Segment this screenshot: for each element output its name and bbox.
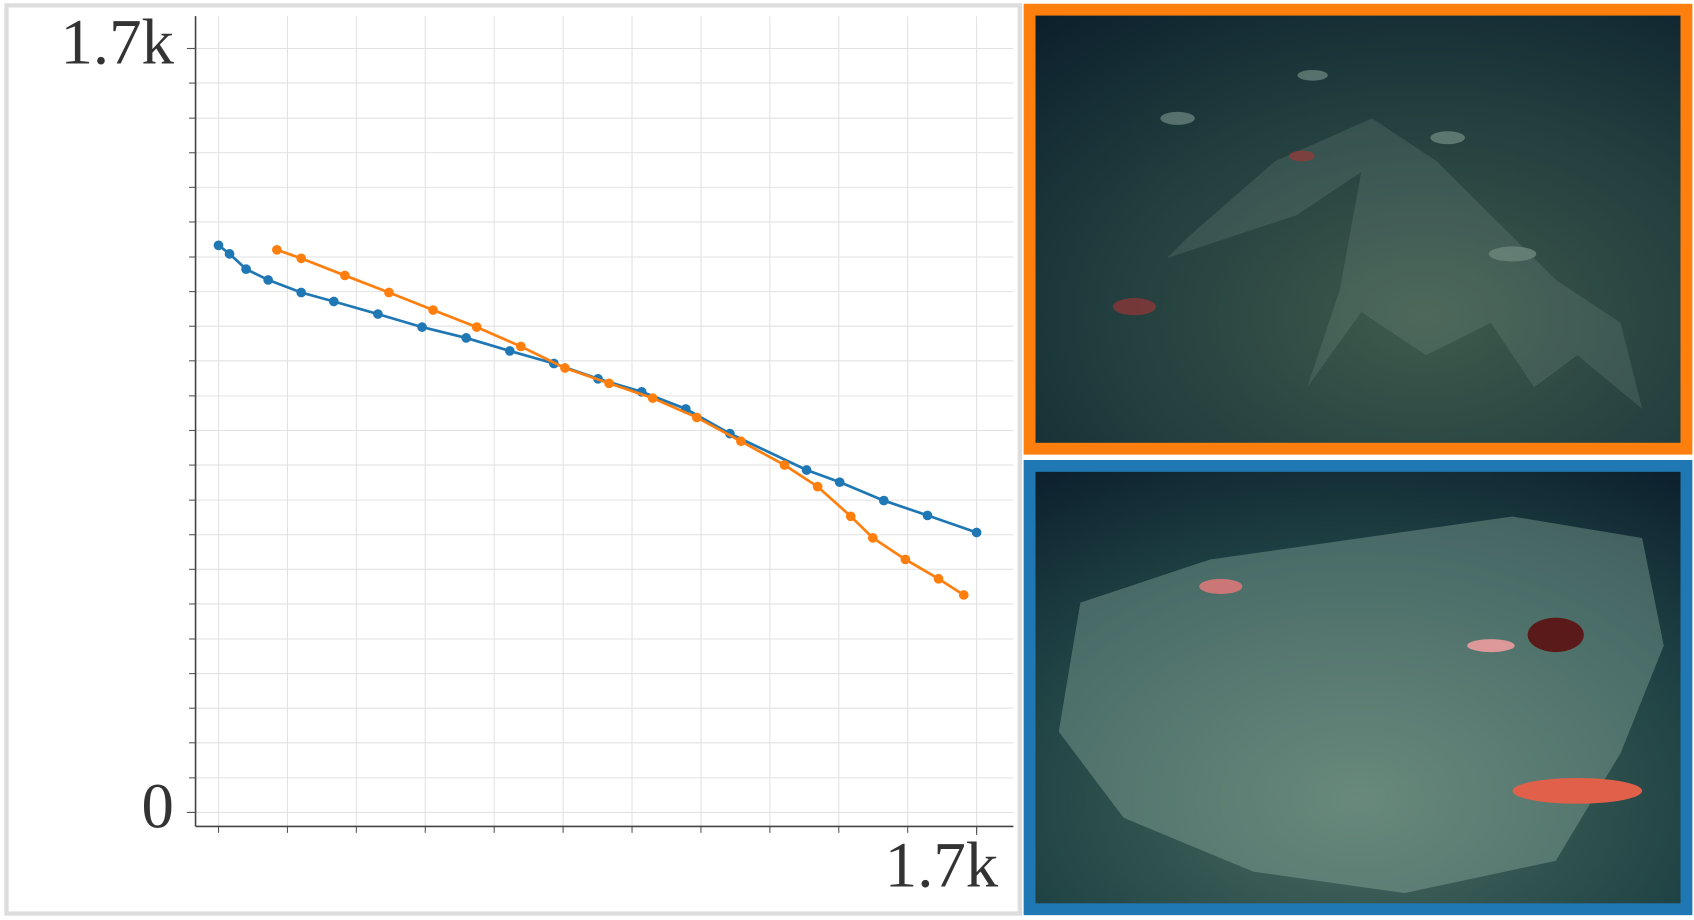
point <box>428 305 438 315</box>
image-top-detail <box>1160 69 1643 409</box>
image-bottom-detail <box>1058 516 1664 894</box>
point <box>736 436 746 447</box>
point <box>900 554 911 565</box>
point <box>241 264 251 274</box>
image-top <box>1023 3 1693 455</box>
chart-panel <box>4 3 1023 916</box>
point <box>958 590 969 600</box>
point <box>340 270 350 281</box>
point <box>867 533 878 543</box>
point <box>560 363 570 373</box>
point <box>296 253 307 264</box>
series-line <box>217 244 978 534</box>
point <box>812 481 823 492</box>
point <box>384 287 394 298</box>
point <box>647 393 658 403</box>
point <box>461 333 472 343</box>
point <box>296 287 307 298</box>
point <box>515 341 526 352</box>
point <box>604 378 614 389</box>
point <box>263 275 274 285</box>
point <box>933 573 944 584</box>
point <box>922 510 933 521</box>
point <box>878 495 889 506</box>
image-bottom-fish <box>1199 578 1643 804</box>
image-top-fish <box>1112 150 1315 316</box>
point <box>224 249 235 259</box>
y-tick-label: 0 <box>142 769 174 841</box>
point <box>213 240 224 251</box>
plot: 0 1.7k 1.7k <box>61 5 1014 900</box>
point <box>504 346 515 356</box>
y-tick-label: 1.7k <box>61 5 175 77</box>
point <box>272 244 282 255</box>
point <box>471 322 482 332</box>
point <box>373 309 383 319</box>
point <box>845 511 856 522</box>
point <box>971 527 982 538</box>
point <box>834 477 845 487</box>
point <box>328 296 339 307</box>
image-bottom <box>1023 460 1693 916</box>
x-tick-label: 1.7k <box>885 829 999 901</box>
point <box>801 465 812 475</box>
point <box>779 460 790 470</box>
point <box>691 412 702 423</box>
point <box>417 322 427 332</box>
